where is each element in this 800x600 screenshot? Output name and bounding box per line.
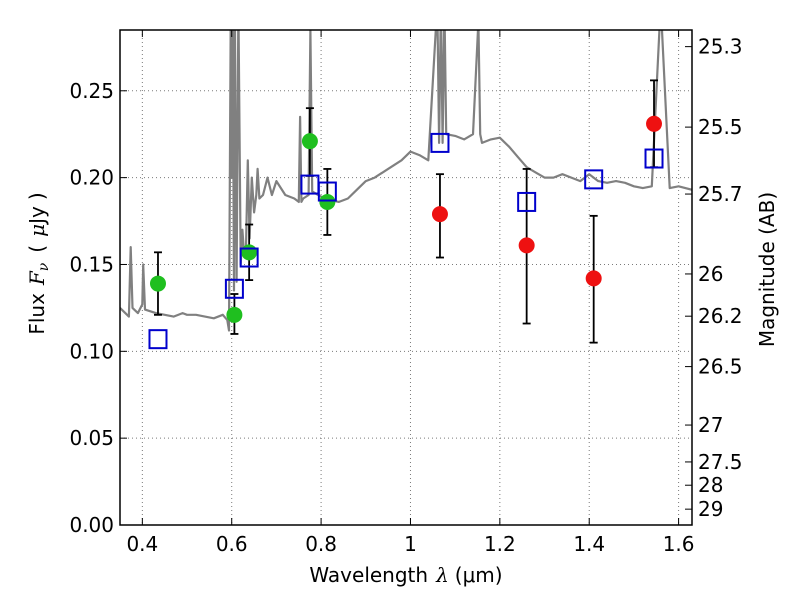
model-square — [148, 329, 168, 350]
y-axis-label: FluxFν(μJy) — [25, 192, 52, 334]
model-square — [517, 191, 537, 212]
model-square — [644, 148, 664, 169]
red-point — [431, 206, 448, 223]
data-markers — [148, 115, 664, 350]
green-point — [149, 275, 166, 292]
x-tick-label: 1 — [404, 532, 417, 556]
y2-axis-label: Magnitude (AB) — [755, 192, 779, 347]
spectrum-line — [120, 30, 692, 332]
red-point — [518, 237, 535, 254]
magnitude-tick-label: 27 — [698, 413, 723, 437]
green-point — [301, 133, 318, 150]
green-point — [241, 244, 258, 261]
model-square — [300, 174, 320, 195]
y-tick-label: 0.20 — [69, 166, 114, 190]
x-axis-label: Wavelength λ (μm) — [309, 563, 502, 587]
red-point — [646, 115, 663, 132]
magnitude-tick-label: 26.2 — [698, 304, 743, 328]
magnitude-tick-label: 26.5 — [698, 355, 743, 379]
ticks: 0.4 0.6 0.8 1 1.2 1.4 1.6 0.00 0.05 0.10 0.15 0.20 0… — [69, 30, 743, 556]
green-point — [226, 306, 243, 323]
magnitude-tick-label: 28 — [698, 473, 723, 497]
y-tick-label: 0.05 — [69, 426, 114, 450]
magnitude-tick-label: 25.7 — [698, 182, 743, 206]
model-square — [239, 247, 259, 268]
y-tick-label: 0.25 — [69, 79, 114, 103]
magnitude-tick-label: 26 — [698, 262, 723, 286]
spectrum — [120, 30, 692, 332]
plot-frame — [119, 29, 693, 526]
magnitude-tick-label: 29 — [698, 497, 723, 521]
grid — [120, 30, 692, 526]
magnitude-tick-label: 25.5 — [698, 115, 743, 139]
x-tick-label: 1.2 — [484, 532, 516, 556]
magnitude-tick-label: 25.3 — [698, 35, 743, 59]
y-tick-label: 0.15 — [69, 252, 114, 276]
model-square — [224, 278, 244, 299]
green-point — [319, 193, 336, 210]
red-point — [585, 270, 602, 287]
model-square — [584, 169, 604, 190]
x-tick-label: 1.6 — [663, 532, 695, 556]
x-tick-label: 0.4 — [126, 532, 158, 556]
y-tick-label: 0.00 — [69, 513, 114, 537]
y-tick-label: 0.10 — [69, 339, 114, 363]
x-tick-label: 1.4 — [573, 532, 605, 556]
model-square — [430, 132, 450, 153]
x-tick-label: 0.8 — [305, 532, 337, 556]
x-tick-label: 0.6 — [216, 532, 248, 556]
magnitude-tick-label: 27.5 — [698, 450, 743, 474]
model-square — [317, 181, 337, 202]
